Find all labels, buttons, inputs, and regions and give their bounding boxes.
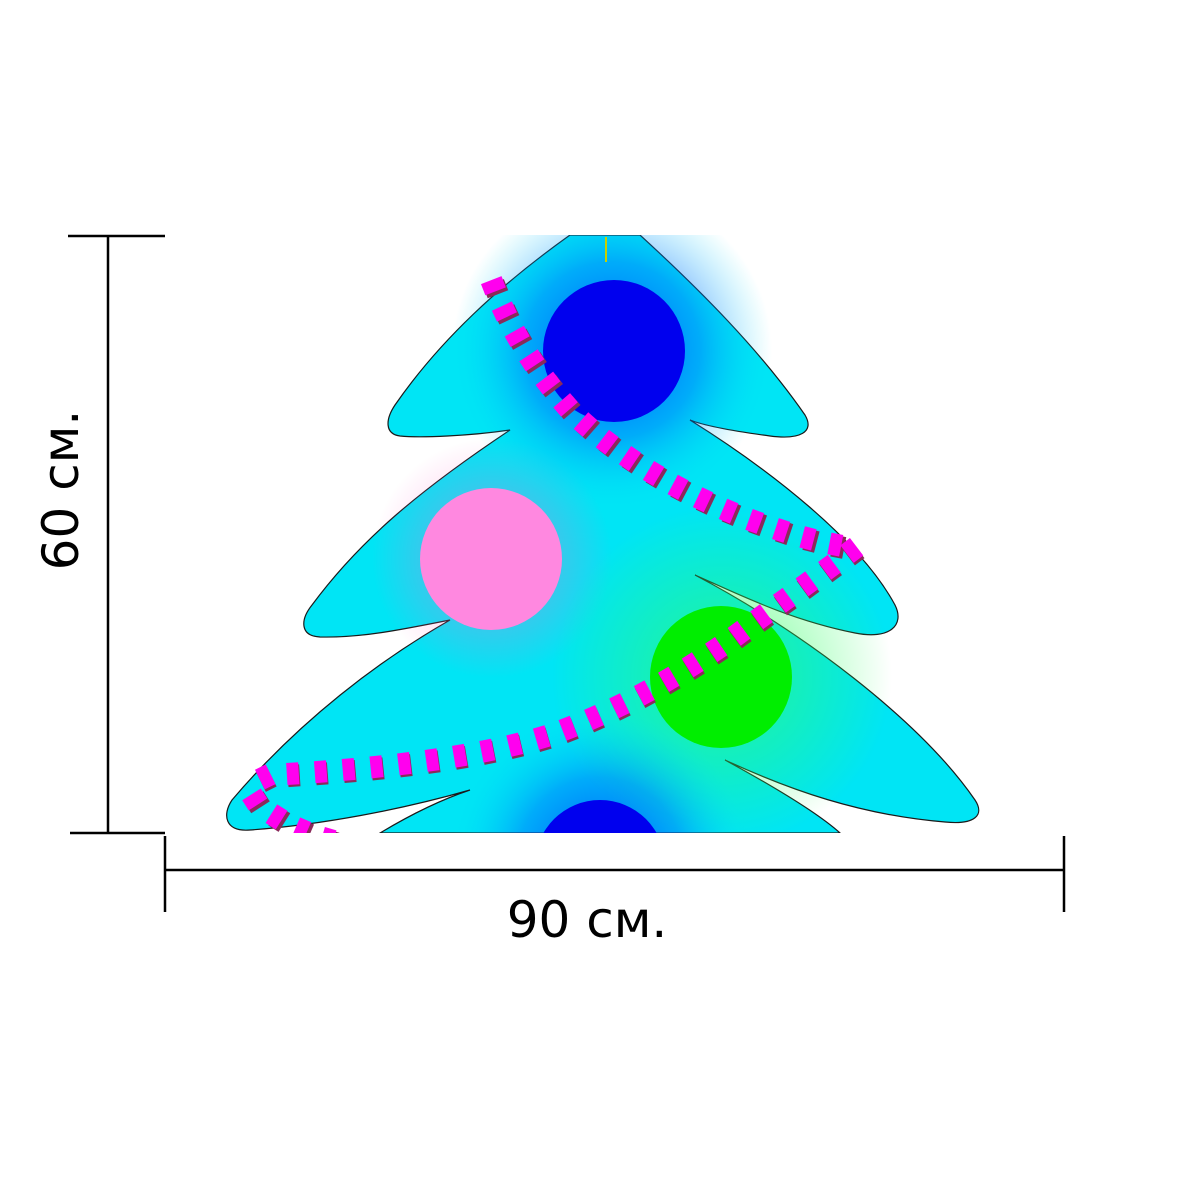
garland-segment bbox=[318, 827, 337, 833]
garland-segment bbox=[667, 474, 689, 500]
garland-segment bbox=[727, 620, 751, 646]
garland-segment bbox=[480, 276, 506, 296]
garland-segment bbox=[553, 393, 578, 417]
garland-segment bbox=[642, 460, 665, 486]
garland-segment bbox=[795, 571, 819, 597]
garland-segment bbox=[772, 587, 796, 613]
ornament-blue-top bbox=[543, 280, 685, 422]
ornament-green bbox=[650, 606, 792, 748]
garland-segment bbox=[772, 518, 791, 543]
garland-segment bbox=[479, 738, 496, 763]
garland-segment bbox=[618, 446, 642, 471]
garland-segment bbox=[799, 526, 817, 551]
garland-segment bbox=[681, 652, 704, 678]
garland-segment bbox=[254, 764, 276, 790]
garland-segment bbox=[750, 604, 773, 630]
garland-segment bbox=[573, 412, 598, 437]
garland-segment bbox=[532, 725, 551, 750]
dimension-lines bbox=[68, 234, 1066, 912]
garland-segment bbox=[658, 666, 680, 692]
garland-segment bbox=[633, 680, 655, 706]
garland-segment bbox=[397, 752, 412, 776]
garland-segment bbox=[827, 532, 844, 557]
garland-segment bbox=[595, 429, 619, 455]
garland-segment bbox=[286, 762, 300, 786]
garland-segment bbox=[745, 509, 765, 534]
garland-segment bbox=[558, 715, 578, 741]
ornament-blue-bottom bbox=[543, 800, 657, 833]
garland-segment bbox=[519, 349, 545, 372]
christmas-tree-artwork bbox=[226, 235, 980, 833]
garland-segment bbox=[584, 705, 604, 730]
garland bbox=[242, 276, 865, 833]
garland-segment bbox=[818, 554, 841, 580]
garland-segment bbox=[535, 371, 561, 395]
garland-segment bbox=[265, 804, 288, 830]
garland-segment bbox=[506, 732, 524, 757]
garland-segment-shadow bbox=[321, 829, 340, 833]
garland-segment bbox=[242, 788, 268, 811]
garland-segment bbox=[452, 743, 468, 768]
garland-segment bbox=[504, 325, 530, 348]
garland-segment bbox=[341, 757, 356, 781]
garland-segment bbox=[424, 748, 440, 772]
garland-segment bbox=[291, 817, 312, 833]
garland-segment bbox=[840, 538, 864, 563]
garland-segment bbox=[491, 301, 517, 322]
garland-segment bbox=[369, 755, 384, 779]
width-label: 90 см. bbox=[507, 891, 668, 949]
height-label: 60 см. bbox=[32, 410, 90, 571]
garland-segment bbox=[313, 760, 328, 784]
garland-segment bbox=[692, 487, 714, 513]
garland-segment bbox=[718, 498, 739, 524]
garland-segment bbox=[705, 637, 728, 662]
glow-blue-bottom bbox=[452, 710, 748, 833]
ornament-pink bbox=[420, 488, 562, 630]
garland-segment bbox=[609, 693, 630, 719]
